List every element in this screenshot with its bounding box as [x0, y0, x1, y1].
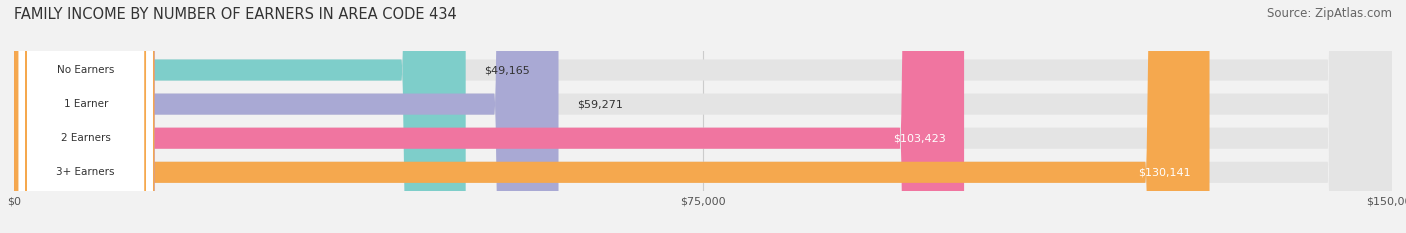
Text: No Earners: No Earners: [58, 65, 114, 75]
Text: Source: ZipAtlas.com: Source: ZipAtlas.com: [1267, 7, 1392, 20]
FancyBboxPatch shape: [14, 0, 1392, 233]
FancyBboxPatch shape: [14, 0, 1392, 233]
FancyBboxPatch shape: [14, 0, 1392, 233]
FancyBboxPatch shape: [18, 0, 153, 233]
FancyBboxPatch shape: [14, 0, 558, 233]
FancyBboxPatch shape: [14, 0, 965, 233]
Text: $49,165: $49,165: [484, 65, 530, 75]
Text: $103,423: $103,423: [893, 133, 946, 143]
Text: FAMILY INCOME BY NUMBER OF EARNERS IN AREA CODE 434: FAMILY INCOME BY NUMBER OF EARNERS IN AR…: [14, 7, 457, 22]
Text: $130,141: $130,141: [1139, 167, 1191, 177]
FancyBboxPatch shape: [18, 0, 153, 233]
Text: 1 Earner: 1 Earner: [63, 99, 108, 109]
FancyBboxPatch shape: [14, 0, 465, 233]
Text: 3+ Earners: 3+ Earners: [56, 167, 115, 177]
FancyBboxPatch shape: [18, 0, 153, 233]
FancyBboxPatch shape: [14, 0, 1392, 233]
FancyBboxPatch shape: [18, 0, 153, 233]
FancyBboxPatch shape: [14, 0, 1209, 233]
Text: $59,271: $59,271: [576, 99, 623, 109]
Text: 2 Earners: 2 Earners: [60, 133, 111, 143]
